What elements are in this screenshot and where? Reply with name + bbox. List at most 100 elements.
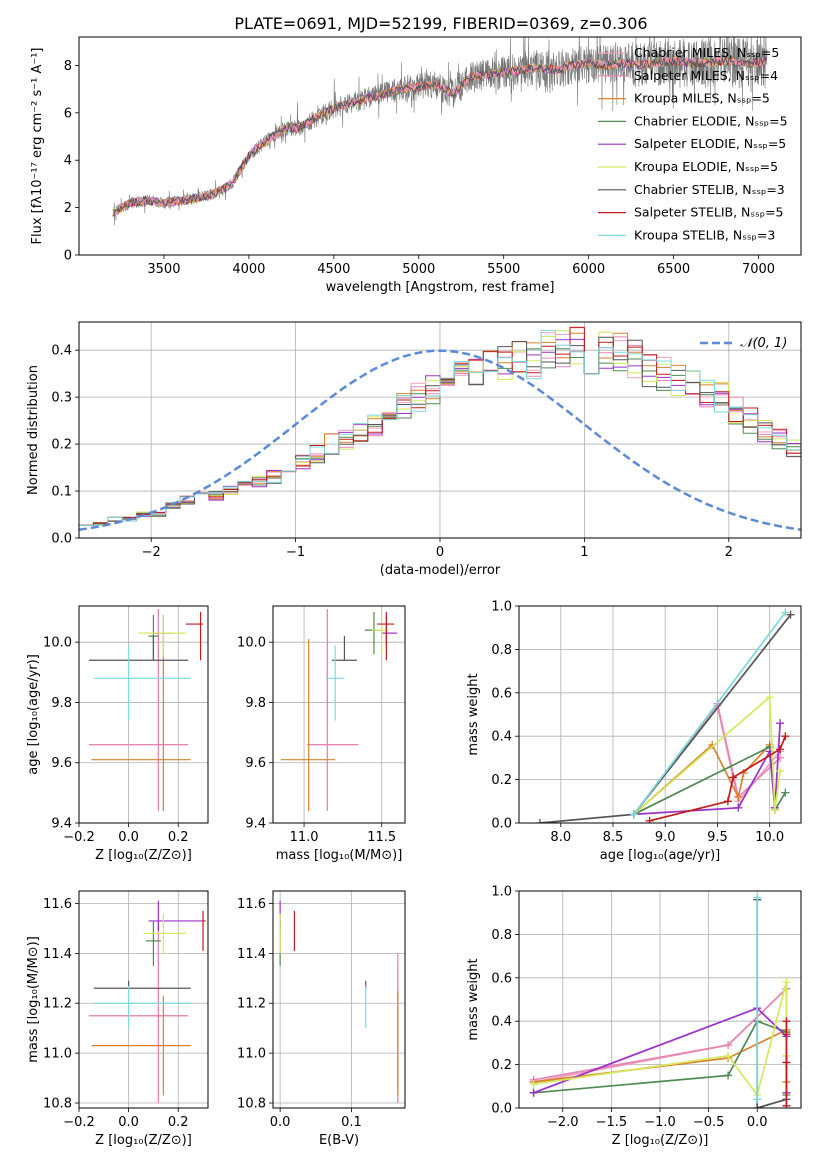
y-tick-label: 1.0 — [491, 885, 512, 900]
panel-mass-vs-z: −0.2 0.0 0.2 10.8 11.0 11.2 11.4 11.6 Z [log₁₀(Z… — [26, 890, 209, 1148]
y-tick-label: 11.4 — [237, 947, 266, 962]
x-tick-label: 0.0 — [747, 1115, 768, 1130]
panel-residual-histogram: −2 −1 0 1 2 0.0 0.1 0.2 0.3 0.4 (data-model)/error… — [26, 321, 802, 578]
weight-line-salpeter-elodie — [633, 723, 781, 816]
y-axis-label: mass weight — [466, 958, 481, 1040]
y-tick-label: 0.0 — [491, 1102, 512, 1117]
weight-marker-kroupa-stelib — [753, 893, 762, 902]
x-tick-label: 4000 — [232, 262, 265, 277]
weight-marker-kroupa-stelib — [753, 1095, 762, 1104]
x-tick-label: −2 — [142, 545, 161, 560]
y-tick-label: 2 — [64, 201, 72, 216]
y-tick-label: 0.2 — [51, 438, 72, 453]
errorbars — [279, 900, 399, 1104]
x-tick-label: −0.2 — [63, 830, 95, 845]
y-axis-label: age [log₁₀(age/yr)] — [26, 654, 41, 775]
x-axis-label: Z [log₁₀(Z/Z⊙)] — [612, 1133, 709, 1148]
weight-marker-kroupa-miles — [734, 792, 743, 801]
hist-chabrier-stelib — [79, 336, 801, 526]
y-tick-label: 6 — [64, 106, 72, 121]
legend-label-normal: 𝒩(0, 1) — [740, 336, 787, 351]
y-tick-label: 9.4 — [51, 817, 72, 832]
y-tick-label: 11.4 — [43, 947, 72, 962]
x-tick-label: 0.0 — [118, 1115, 139, 1130]
y-tick-label: 0.2 — [491, 1058, 512, 1073]
figure-title: PLATE=0691, MJD=52199, FIBERID=0369, z=0… — [234, 14, 647, 33]
y-tick-label: 11.2 — [43, 997, 72, 1012]
y-tick-label: 0.4 — [491, 730, 512, 745]
y-tick-label: 0.8 — [491, 643, 512, 658]
x-tick-label: 4500 — [317, 262, 350, 277]
x-tick-label: 5500 — [487, 262, 520, 277]
y-tick-label: 11.2 — [237, 997, 266, 1012]
panel-mass-weight-vs-age: 8.0 8.5 9.0 9.5 10.0 0.0 0.2 0.4 0.6 0.8 1.0 age [l… — [466, 600, 802, 863]
weight-lines — [529, 893, 791, 1108]
weight-marker-chabrier-stelib — [535, 819, 544, 823]
x-tick-label: 0.0 — [118, 830, 139, 845]
y-tick-label: 0.1 — [51, 485, 72, 500]
legend-label-salpeter-miles: Salpeter MILES, Nₛₛₚ=4 — [634, 68, 778, 83]
weight-line-chabrier-elodie — [633, 745, 787, 816]
y-tick-label: 9.6 — [245, 756, 266, 771]
legend: Chabrier MILES, Nₛₛₚ=5 Salpeter MILES, Nₛ… — [598, 45, 788, 242]
x-tick-label: 0.1 — [341, 1115, 362, 1130]
weight-marker-salpeter-elodie — [529, 1088, 538, 1097]
hist-chabrier-elodie — [79, 348, 801, 526]
x-tick-label: 0.0 — [270, 1115, 291, 1130]
y-axis-label: Normed distribution — [26, 365, 41, 495]
x-tick-label: 9.0 — [655, 830, 676, 845]
y-axis-label: Flux [fλ10⁻¹⁷ erg cm⁻² s⁻¹ A⁻¹] — [30, 48, 45, 245]
hist-kroupa-stelib — [79, 330, 801, 526]
y-axis-label: mass weight — [466, 673, 481, 755]
weight-marker-salpeter-stelib — [729, 773, 738, 782]
weight-marker-salpeter-miles — [724, 1041, 733, 1050]
x-tick-label: 2 — [725, 545, 733, 560]
hist-salpeter-stelib — [79, 327, 801, 526]
x-tick-label: 0.2 — [168, 1115, 189, 1130]
x-axis-label: mass [log₁₀(M/M⊙)] — [276, 848, 403, 863]
axes-frame — [78, 605, 209, 824]
y-tick-label: 9.4 — [245, 817, 266, 832]
x-axis-label: age [log₁₀(age/yr)] — [600, 848, 721, 863]
y-tick-label: 9.6 — [51, 756, 72, 771]
y-tick-label: 0.6 — [491, 686, 512, 701]
x-tick-label: −0.5 — [693, 1115, 725, 1130]
y-tick-label: 11.6 — [237, 897, 266, 912]
x-tick-label: −1.5 — [596, 1115, 628, 1130]
x-tick-label: 3500 — [147, 262, 180, 277]
y-tick-label: 11.0 — [237, 1047, 266, 1062]
legend-label-kroupa-miles: Kroupa MILES, Nₛₛₚ=5 — [634, 91, 770, 106]
y-tick-label: 10.8 — [43, 1097, 72, 1112]
weight-marker-salpeter-stelib — [723, 797, 732, 806]
panel-age-vs-mass: 11.0 11.5 9.4 9.6 9.8 10.0 mass [log₁₀(M/M⊙)] — [237, 605, 406, 863]
weight-marker-kroupa-stelib — [629, 810, 638, 819]
weight-marker-salpeter-stelib — [782, 1030, 791, 1039]
weight-marker-salpeter-stelib — [782, 1058, 791, 1067]
y-tick-label: 9.8 — [245, 696, 266, 711]
y-tick-label: 8 — [64, 59, 72, 74]
normal-curve — [79, 349, 801, 532]
y-tick-label: 0.0 — [491, 817, 512, 832]
axes-frame — [272, 890, 406, 1109]
spectrum-plot-area — [112, 37, 768, 226]
y-tick-label: 10.0 — [43, 636, 72, 651]
x-tick-label: −0.2 — [63, 1115, 95, 1130]
legend-label-salpeter-elodie: Salpeter ELODIE, Nₛₛₚ=5 — [634, 136, 786, 151]
panel-spectrum: 3500 4000 4500 5000 5500 6000 6500 7000 0 2 4 6 8 wav… — [30, 36, 802, 295]
x-tick-label: 11.0 — [290, 830, 319, 845]
x-tick-label: −2.0 — [547, 1115, 579, 1130]
x-tick-label: −1 — [286, 545, 305, 560]
errorbars — [88, 900, 206, 1104]
x-tick-label: 6000 — [572, 262, 605, 277]
weight-marker-salpeter-stelib — [781, 732, 790, 741]
weight-marker-kroupa-elodie — [770, 805, 779, 814]
x-tick-label: 0.2 — [168, 830, 189, 845]
errorbars — [280, 609, 398, 811]
y-tick-label: 0.0 — [51, 532, 72, 547]
weight-marker-chabrier-stelib — [786, 610, 795, 619]
x-axis-label: Z [log₁₀(Z/Z⊙)] — [95, 1133, 192, 1148]
axes-frame — [78, 36, 802, 256]
x-tick-label: 10.0 — [755, 830, 784, 845]
weight-marker-salpeter-stelib — [776, 745, 785, 754]
